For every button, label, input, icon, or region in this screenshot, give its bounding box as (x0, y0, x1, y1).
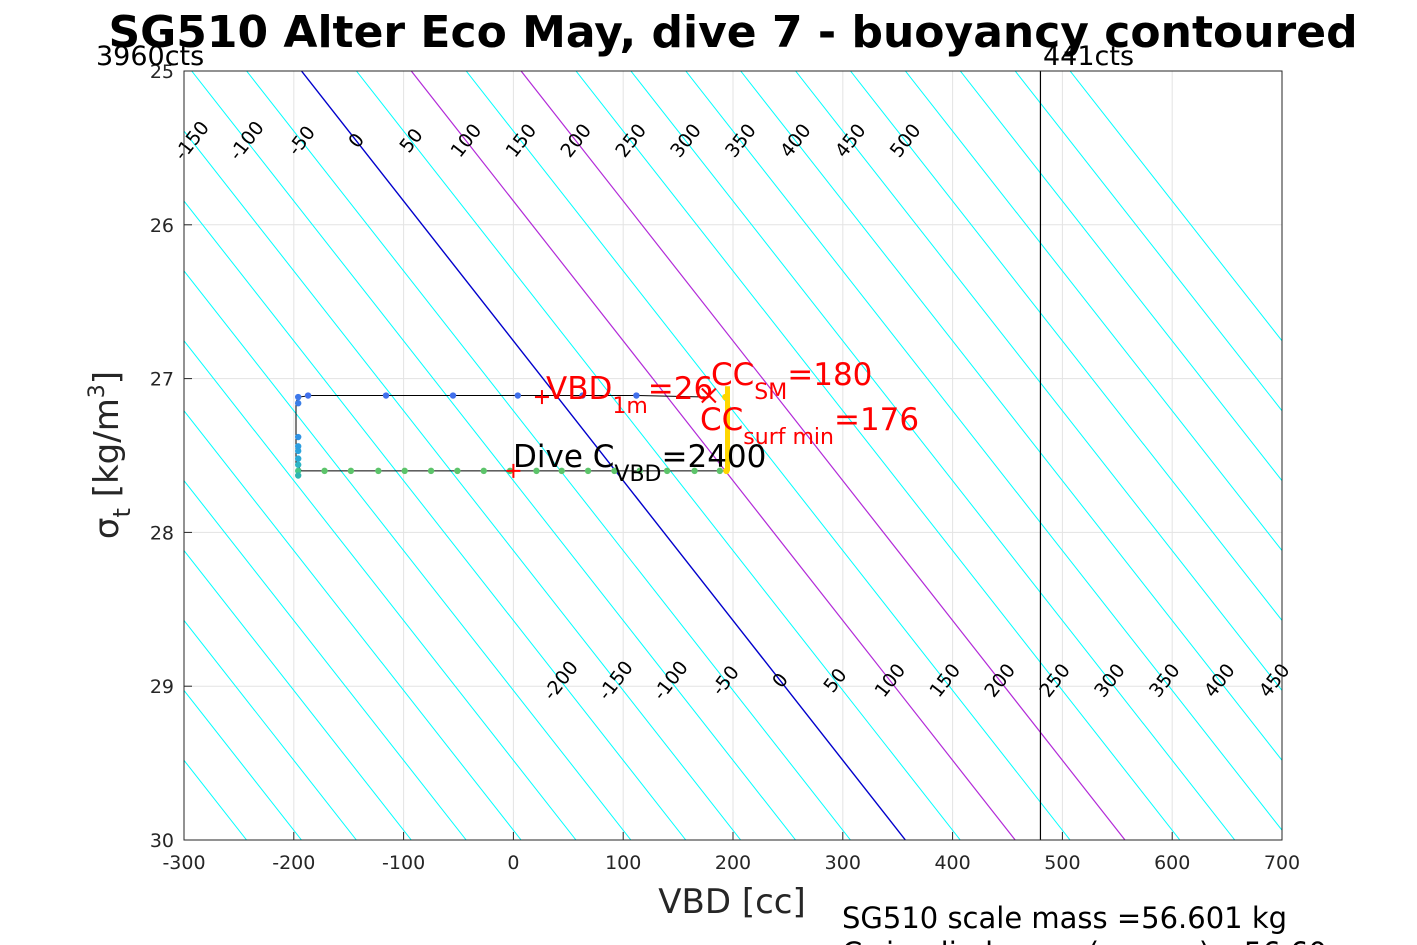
contour-line (184, 479, 467, 840)
data-point (480, 467, 487, 475)
contour-line (300, 71, 906, 840)
contour-line (191, 71, 796, 840)
data-point (454, 467, 461, 475)
data-point (427, 467, 435, 475)
contour-line (184, 200, 687, 840)
data-point (691, 467, 698, 475)
data-point (723, 467, 730, 475)
contour-line (1069, 71, 1282, 342)
data-point (375, 467, 382, 475)
x-tick-label: 100 (605, 852, 641, 874)
x-tick-label: -300 (162, 852, 205, 874)
data-point (294, 467, 302, 475)
x-tick-label: 700 (1264, 852, 1300, 874)
contour-line (1014, 71, 1282, 412)
corner-label-left: 3960cts (96, 41, 204, 72)
x-tick-label: 600 (1154, 852, 1190, 874)
data-point (304, 392, 312, 399)
data-point (722, 393, 729, 401)
data-point (663, 467, 671, 475)
contour-line (520, 71, 1126, 840)
y-tick-label: 28 (150, 522, 174, 544)
marker-cc_sm (701, 387, 717, 404)
y-tick-label: 26 (150, 215, 174, 237)
dive-trace (294, 386, 731, 479)
x-tick-label: 400 (934, 852, 970, 874)
contour-line (904, 71, 1282, 552)
cc-sm-annotation: CCSM=180 (711, 357, 872, 405)
data-point (401, 467, 408, 475)
data-point (611, 467, 618, 475)
markers (506, 387, 717, 478)
cc-surf-min-annotation: CCsurf min=176 (700, 402, 919, 450)
data-point (321, 467, 328, 475)
data-point (584, 467, 592, 475)
data-point (636, 467, 643, 475)
data-point (558, 467, 565, 475)
data-point (294, 393, 302, 401)
x-tick-label: -100 (382, 852, 425, 874)
contour-line (850, 71, 1282, 622)
data-point (633, 392, 640, 399)
contour-line (740, 71, 1282, 762)
contour-line (184, 270, 632, 840)
footer-scale-mass: SG510 scale mass =56.601 kg (842, 901, 1287, 935)
contour-line (184, 130, 742, 840)
data-point (294, 433, 302, 441)
contour-line (184, 409, 522, 840)
data-point (294, 472, 302, 479)
x-tick-label: 300 (825, 852, 861, 874)
data-point (716, 467, 724, 475)
data-point (579, 392, 586, 399)
data-point (382, 392, 390, 399)
chart-title: SG510 Alter Eco May, dive 7 - buoyancy c… (108, 7, 1357, 58)
data-point (294, 461, 302, 468)
y-tick-label: 27 (150, 369, 174, 391)
data-point (294, 455, 302, 462)
x-tick-label: 200 (715, 852, 751, 874)
data-point (514, 392, 521, 399)
contour-line (184, 689, 302, 840)
contour-line (184, 549, 412, 840)
data-point (294, 443, 302, 450)
data-point (294, 447, 302, 455)
contour-line (184, 340, 577, 840)
buoyancy-contours (184, 71, 1282, 840)
data-point (449, 392, 457, 399)
vbd-1m-annotation: VBD1m=26 (546, 371, 713, 419)
data-point (347, 467, 355, 475)
contour-line (246, 71, 851, 840)
x-tick-label: 500 (1044, 852, 1080, 874)
contour-line (630, 71, 1236, 840)
x-tick-label: 0 (507, 852, 519, 874)
contour-line (410, 71, 1016, 840)
contour-labels: -150 -100 -50 0 50 100 150 200 250 300 350 400 450 50… (170, 117, 1295, 704)
y-tick-label: 29 (150, 676, 174, 698)
axis-ticks: -300 -200 -100 0 100 200 300 400 500 600 700 25 26 27… (150, 61, 1300, 874)
dive-c-vbd-annotation: Dive CVBD=2400 (513, 439, 766, 487)
x-tick-label: -200 (272, 852, 315, 874)
data-point (533, 467, 540, 475)
x-axis-label: VBD [cc] (658, 882, 806, 922)
corner-label-right: 441cts (1043, 41, 1134, 72)
y-tick-label: 25 (150, 61, 174, 83)
footer-implied-mass: C_ implied mass (approx) =56.60 (842, 936, 1327, 945)
contour-line (795, 71, 1282, 692)
contour-line (685, 71, 1282, 832)
y-tick-label: 30 (150, 830, 174, 852)
contour-line (465, 71, 1071, 840)
contour-line (355, 71, 961, 840)
data-point (294, 400, 302, 407)
contour-line (184, 619, 357, 840)
contour-line (575, 71, 1181, 840)
y-axis-label: σt [kg/m3] (85, 371, 136, 539)
contour-line (959, 71, 1282, 482)
